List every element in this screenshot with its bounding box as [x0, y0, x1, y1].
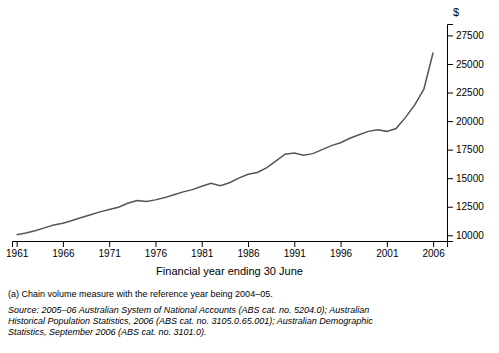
y-tick-label: 12500: [456, 201, 484, 212]
y-tick-mark: [447, 178, 453, 179]
footnote: (a) Chain volume measure with the refere…: [8, 289, 273, 299]
x-tick-mark: [387, 241, 388, 247]
x-tick-label: 1961: [6, 248, 29, 259]
x-tick: 1986: [237, 241, 260, 259]
y-axis: 10000 12500 15000 17500 20000 22500 25000 27500: [447, 25, 484, 242]
y-tick-label: 15000: [456, 173, 484, 184]
x-tick: 1976: [145, 241, 168, 259]
x-tick: 1961: [6, 241, 29, 259]
x-tick-mark: [248, 241, 249, 247]
y-tick: 20000: [447, 116, 484, 127]
x-tick-mark: [294, 241, 295, 247]
x-tick-mark: [155, 241, 156, 247]
y-axis-line: [448, 25, 454, 242]
y-tick-mark: [447, 235, 453, 236]
x-tick: 2001: [376, 241, 399, 259]
y-tick-label: 27500: [456, 30, 484, 41]
y-tick: 17500: [447, 144, 484, 155]
x-axis-title: Financial year ending 30 June: [156, 265, 303, 277]
y-tick-label: 25000: [456, 59, 484, 70]
plot-area: 1961 1966 1971 1976 1981 1986 1991 1996 2001 2006…: [6, 6, 484, 277]
x-tick-label: 2001: [376, 248, 399, 259]
x-tick: 1991: [284, 241, 307, 259]
y-tick: 27500: [447, 30, 484, 41]
y-tick-label: 22500: [456, 87, 484, 98]
y-tick: 22500: [447, 87, 484, 98]
x-tick-mark: [109, 241, 110, 247]
x-axis-line: [13, 242, 448, 248]
x-axis: 1961 1966 1971 1976 1981 1986 1991 1996 2001 2006: [6, 241, 447, 259]
x-tick-label: 1966: [52, 248, 75, 259]
y-tick-mark: [447, 64, 453, 65]
y-tick-mark: [447, 150, 453, 151]
y-axis-title: $: [453, 6, 459, 18]
x-tick: 1996: [330, 241, 353, 259]
x-tick-label: 2006: [422, 248, 445, 259]
x-tick-mark: [341, 241, 342, 247]
x-tick: 1981: [191, 241, 214, 259]
x-tick-label: 1991: [284, 248, 307, 259]
y-tick: 25000: [447, 59, 484, 70]
y-tick-label: 20000: [456, 116, 484, 127]
x-tick: 1971: [99, 241, 122, 259]
x-tick-mark: [202, 241, 203, 247]
y-tick-mark: [447, 121, 453, 122]
x-tick-label: 1996: [330, 248, 353, 259]
x-tick-label: 1971: [99, 248, 122, 259]
x-tick-label: 1976: [145, 248, 168, 259]
y-tick-label: 17500: [456, 144, 484, 155]
footnote: Source: 2005–06 Australian System of Nat…: [8, 305, 373, 337]
y-tick-mark: [447, 93, 453, 94]
chart: 1961 1966 1971 1976 1981 1986 1991 1996 2001 2006…: [0, 0, 499, 353]
y-tick-mark: [447, 207, 453, 208]
marks: [17, 53, 433, 235]
x-tick-label: 1986: [237, 248, 260, 259]
x-tick: 2006: [422, 241, 445, 259]
y-tick: 15000: [447, 173, 484, 184]
x-tick-mark: [63, 241, 64, 247]
y-tick: 12500: [447, 201, 484, 212]
x-tick-label: 1981: [191, 248, 214, 259]
data-line: [17, 53, 433, 235]
x-tick-mark: [433, 241, 434, 247]
y-tick-label: 10000: [456, 230, 484, 241]
y-tick: 10000: [447, 230, 484, 241]
y-tick-mark: [447, 35, 453, 36]
x-tick-mark: [17, 241, 18, 247]
x-tick: 1966: [52, 241, 75, 259]
